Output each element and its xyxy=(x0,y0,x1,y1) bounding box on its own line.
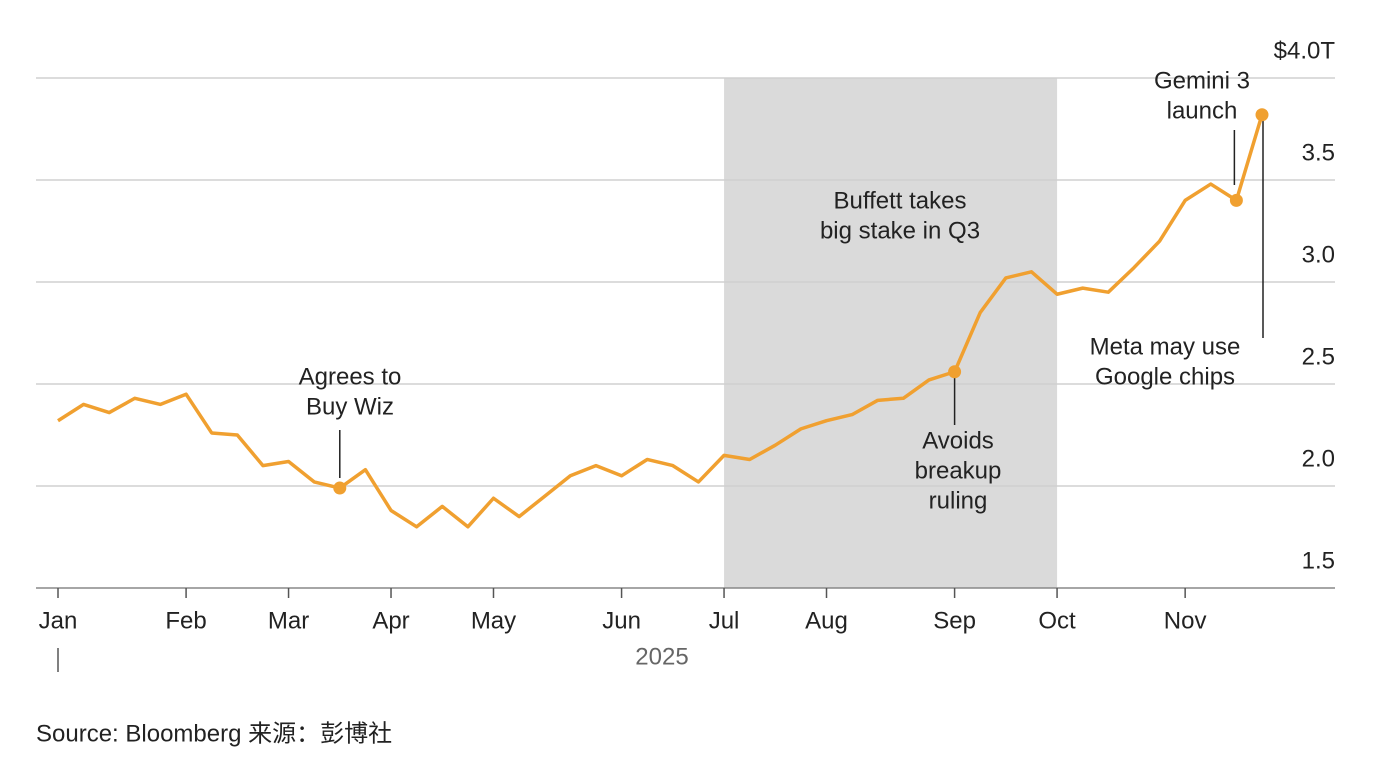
x-tick-label: Mar xyxy=(268,607,309,634)
source-note: Source: Bloomberg 来源：彭博社 xyxy=(36,720,392,747)
y-tick-label: 2.5 xyxy=(1302,343,1335,370)
line xyxy=(57,114,1264,529)
event-marker xyxy=(1229,193,1243,207)
event-marker xyxy=(1255,108,1269,122)
x-tick-label: Jul xyxy=(709,607,740,634)
y-tick-label: 2.0 xyxy=(1302,445,1335,472)
x-tick-label: Jan xyxy=(39,607,78,634)
shaded-label: big stake in Q3 xyxy=(820,217,980,244)
shaded-period xyxy=(724,78,1058,588)
x-tick-label: Feb xyxy=(165,607,206,634)
y-tick-label: $4.0T xyxy=(1274,37,1336,64)
annotation: Avoids xyxy=(922,427,994,454)
x-tick-label: Oct xyxy=(1038,607,1076,634)
y-tick-label: 1.5 xyxy=(1302,547,1335,574)
event-marker xyxy=(948,365,962,379)
annotation: launch xyxy=(1167,97,1238,124)
annotation: Meta may use xyxy=(1090,333,1241,360)
annotation: Gemini 3 xyxy=(1154,67,1250,94)
y-tick-label: 3.0 xyxy=(1302,241,1335,268)
annotation: Agrees to xyxy=(299,363,402,390)
annotation: Buy Wiz xyxy=(306,393,394,420)
x-tick-label: Sep xyxy=(933,607,976,634)
x-tick-label: May xyxy=(471,607,516,634)
shaded-label: Buffett takes xyxy=(834,187,967,214)
y-tick-label: 3.5 xyxy=(1302,139,1335,166)
x-axis-label: 2025 xyxy=(635,643,688,670)
annotation: breakup xyxy=(915,457,1002,484)
x-tick-label: Nov xyxy=(1164,607,1207,634)
x-tick-label: Apr xyxy=(372,607,409,634)
annotation: ruling xyxy=(929,487,988,514)
annotation: Google chips xyxy=(1095,363,1235,390)
event-marker xyxy=(333,481,347,495)
x-tick-label: Jun xyxy=(602,607,641,634)
x-tick-label: Aug xyxy=(805,607,848,634)
